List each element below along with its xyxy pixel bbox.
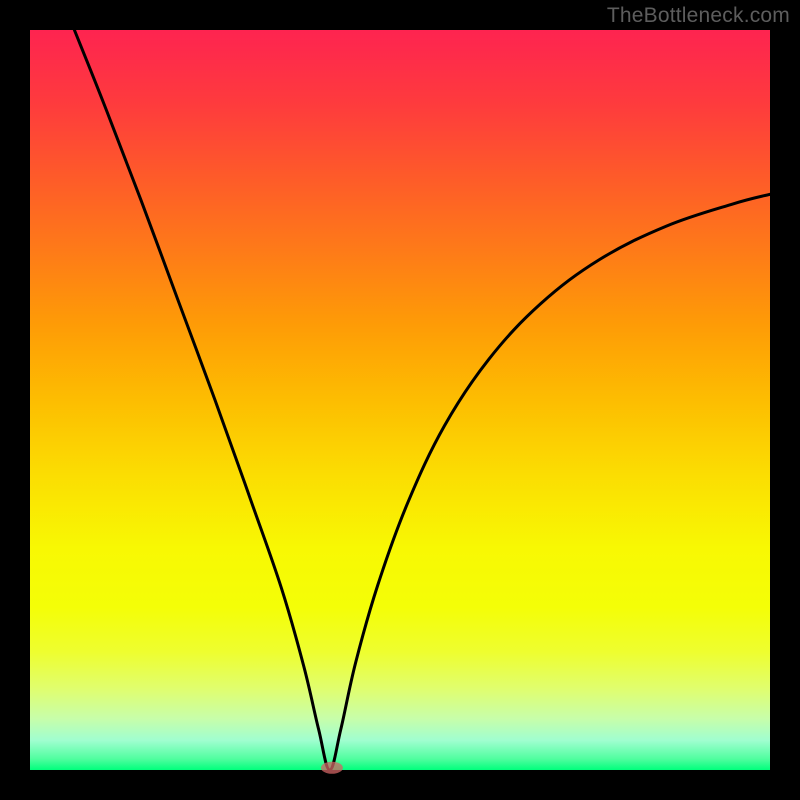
optimum-marker (321, 762, 343, 774)
bottleneck-chart (0, 0, 800, 800)
chart-container: TheBottleneck.com (0, 0, 800, 800)
plot-background (30, 30, 770, 770)
watermark-text: TheBottleneck.com (607, 4, 790, 28)
